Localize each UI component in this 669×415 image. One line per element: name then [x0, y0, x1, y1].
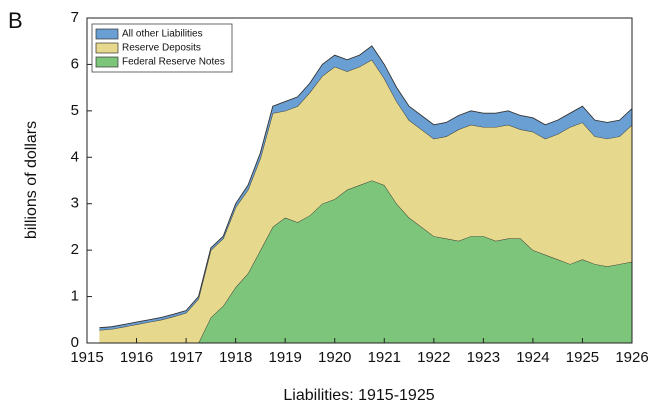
chart-title: Liabilities: 1915-1925: [283, 387, 434, 404]
y-tick-label: 5: [71, 102, 79, 119]
y-tick-label: 0: [71, 334, 79, 351]
x-tick-label: 1926: [615, 349, 648, 366]
x-tick-label: 1917: [169, 349, 202, 366]
x-tick-label: 1915: [70, 349, 103, 366]
x-tick-label: 1925: [566, 349, 599, 366]
legend-swatch: [95, 42, 119, 54]
x-tick-label: 1920: [318, 349, 351, 366]
x-tick-label: 1924: [516, 349, 549, 366]
y-tick-label: 2: [71, 241, 79, 258]
legend-label: Reserve Deposits: [122, 43, 201, 54]
area-edge: [99, 45, 633, 329]
x-tick-label: 1919: [268, 349, 301, 366]
y-tick-label: 4: [71, 148, 79, 165]
plot-frame: [86, 17, 633, 344]
area-fill: [99, 180, 633, 343]
panel-label: B: [8, 8, 23, 33]
y-tick-label: 6: [71, 55, 79, 72]
x-tick-label: 1921: [368, 349, 401, 366]
x-tick-label: 1922: [417, 349, 450, 366]
y-tick-label: 1: [71, 288, 79, 305]
area-fill: [99, 59, 633, 344]
y-tick-label: 7: [71, 9, 79, 26]
legend-label: All other Liabilities: [122, 29, 203, 40]
area-fill: [99, 45, 633, 330]
x-tick-label: 1918: [219, 349, 252, 366]
legend-label: Federal Reserve Notes: [122, 57, 225, 68]
x-tick-label: 1916: [120, 349, 153, 366]
y-axis-label: billions of dollars: [23, 121, 40, 239]
y-tick-label: 3: [71, 195, 79, 212]
legend-swatch: [95, 28, 119, 40]
legend-swatch: [95, 56, 119, 68]
x-tick-label: 1923: [467, 349, 500, 366]
